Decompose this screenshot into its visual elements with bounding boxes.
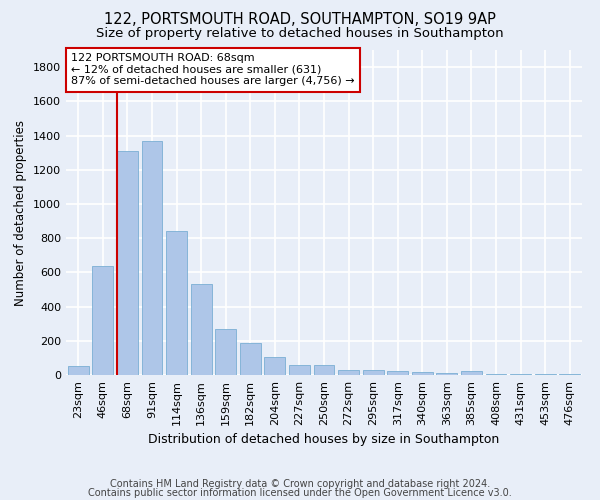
Bar [436, 373, 457, 375]
Bar [387, 370, 408, 375]
Text: Contains public sector information licensed under the Open Government Licence v3: Contains public sector information licen… [88, 488, 512, 498]
Bar [412, 372, 433, 375]
Bar [92, 266, 113, 375]
Bar [314, 364, 334, 375]
Bar [117, 151, 138, 375]
Bar [535, 374, 556, 375]
Bar [362, 370, 383, 375]
Bar [338, 370, 359, 375]
Bar [289, 364, 310, 375]
Text: Contains HM Land Registry data © Crown copyright and database right 2024.: Contains HM Land Registry data © Crown c… [110, 479, 490, 489]
Bar [166, 232, 187, 375]
Text: Size of property relative to detached houses in Southampton: Size of property relative to detached ho… [96, 28, 504, 40]
Y-axis label: Number of detached properties: Number of detached properties [14, 120, 28, 306]
Bar [510, 374, 531, 375]
Text: 122 PORTSMOUTH ROAD: 68sqm
← 12% of detached houses are smaller (631)
87% of sem: 122 PORTSMOUTH ROAD: 68sqm ← 12% of deta… [71, 53, 355, 86]
X-axis label: Distribution of detached houses by size in Southampton: Distribution of detached houses by size … [148, 434, 500, 446]
Bar [461, 370, 482, 375]
Bar [265, 357, 286, 375]
Bar [215, 329, 236, 375]
Text: 122, PORTSMOUTH ROAD, SOUTHAMPTON, SO19 9AP: 122, PORTSMOUTH ROAD, SOUTHAMPTON, SO19 … [104, 12, 496, 28]
Bar [485, 374, 506, 375]
Bar [191, 284, 212, 375]
Bar [142, 140, 163, 375]
Bar [559, 374, 580, 375]
Bar [240, 344, 261, 375]
Bar [68, 366, 89, 375]
